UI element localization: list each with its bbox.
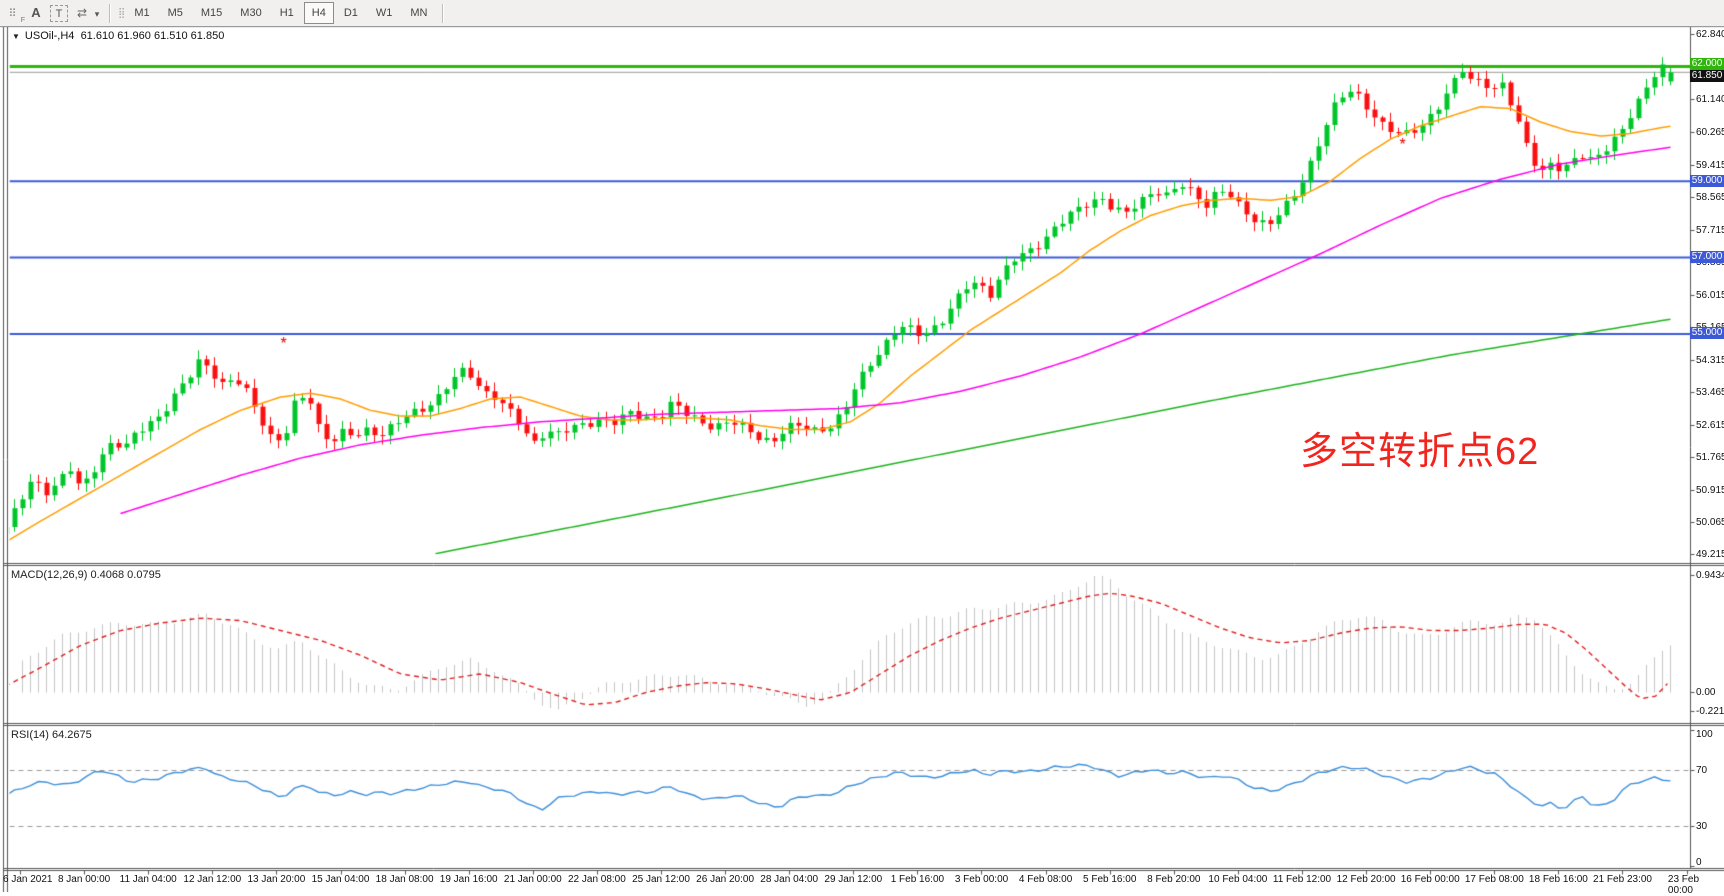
toolbar-drag-handle[interactable]: ⣿ — [118, 7, 125, 19]
level-59-badge: 59.000 — [1690, 174, 1724, 187]
price-tick-label: 61.140 — [1696, 93, 1724, 105]
toolbar-separator — [441, 3, 444, 23]
price-tick-label: 51.765 — [1696, 452, 1724, 464]
level-62-badge: 62.000 — [1690, 58, 1724, 70]
price-tick-label: 50.065 — [1696, 517, 1724, 528]
price-tick-label: 56.015 — [1696, 289, 1724, 301]
indicator-scale-label: 0.00 — [1696, 687, 1716, 698]
time-axis-label: 18 Feb 16:00 — [1528, 874, 1588, 885]
time-axis-label: 4 Feb 08:00 — [1018, 874, 1073, 885]
timeframe-button-m1[interactable]: M1 — [134, 7, 150, 19]
price-tick-label: 49.215 — [1696, 549, 1724, 561]
price-tick-label: 52.615 — [1696, 419, 1724, 431]
time-axis-label: 18 Jan 08:00 — [375, 874, 434, 885]
time-axis-label: 1 Feb 16:00 — [890, 874, 945, 885]
timeframe-button-w1[interactable]: W1 — [375, 7, 393, 19]
level-57-badge: 57.000 — [1690, 251, 1724, 264]
indicator-scale-label: 100 — [1696, 729, 1713, 740]
time-axis-label: 3 Feb 00:00 — [954, 874, 1009, 885]
timeframe-button-m5[interactable]: M5 — [167, 7, 183, 19]
dropdown-caret-icon[interactable]: ▾ — [94, 8, 100, 19]
indicator-scale-label: 70 — [1696, 765, 1708, 776]
time-axis-label: 5 Feb 16:00 — [1083, 874, 1137, 885]
time-axis-label: 23 Feb 00:00 — [1667, 874, 1700, 896]
cycle-arrows-icon[interactable]: ⇄ — [76, 5, 88, 20]
time-axis-label: 17 Feb 08:00 — [1464, 874, 1524, 885]
time-axis-label: 26 Jan 20:00 — [696, 874, 755, 885]
level-55-badge: 55.000 — [1690, 327, 1724, 340]
timeframe-buttons: M1 M5 M15 M30 H1 H4 D1 W1 MN — [125, 2, 436, 24]
timeframe-button-mn[interactable]: MN — [410, 7, 428, 19]
time-axis-label: 15 Jan 04:00 — [311, 874, 370, 885]
time-axis-label: 25 Jan 12:00 — [632, 874, 690, 885]
annotation-text: 多空转折点62 — [1300, 431, 1540, 473]
timeframe-button-d1[interactable]: D1 — [343, 7, 358, 19]
toolbar: ⠿ F A T ⇄ ▾ ⣿ M1 M5 M15 M30 H1 H4 D1 W1 MN — [0, 0, 1724, 27]
timeframe-button-m15[interactable]: M15 — [200, 7, 223, 19]
time-axis-label: 8 Jan 00:00 — [57, 874, 111, 885]
price-tick-label: 50.915 — [1696, 484, 1724, 496]
timeframe-button-h4[interactable]: H4 — [303, 2, 334, 24]
symbol-period: USOil-,H4 — [24, 30, 75, 42]
time-axis-label: 19 Jan 16:00 — [439, 874, 498, 885]
time-axis-label: 21 Jan 00:00 — [503, 874, 562, 885]
toolbar-separator — [109, 3, 111, 23]
price-tick-label: 57.715 — [1696, 224, 1724, 236]
timeframe-button-m30[interactable]: M30 — [240, 7, 262, 19]
time-axis-label: 6 Jan 2021 — [3, 874, 53, 885]
price-tick-label: 54.315 — [1696, 354, 1724, 366]
chart-dropdown-icon[interactable]: ▼ — [12, 32, 20, 41]
rsi-indicator-label: RSI(14) 64.2675 — [11, 729, 92, 741]
time-axis-label: 8 Feb 20:00 — [1147, 874, 1201, 885]
ohlc-values: 61.610 61.960 61.510 61.850 — [80, 30, 225, 42]
price-tick-label: 58.565 — [1696, 192, 1724, 204]
time-axis-label: 12 Feb 20:00 — [1336, 874, 1396, 885]
font-a-icon[interactable]: A — [31, 4, 41, 20]
indicator-scale-label: -0.2213 — [1696, 706, 1724, 717]
toolbar-grip-icon[interactable]: ⠿ F — [8, 7, 25, 25]
time-axis-label: 11 Feb 12:00 — [1272, 874, 1332, 885]
price-tick-label: 53.465 — [1696, 387, 1724, 399]
time-axis-label: 29 Jan 12:00 — [824, 874, 883, 885]
indicator-scale-label: 30 — [1696, 821, 1708, 832]
price-tick-label: 62.840 — [1696, 29, 1724, 40]
price-tick-label: 60.265 — [1696, 127, 1724, 139]
chart-title[interactable]: ▼ USOil-,H4 61.610 61.960 61.510 61.850 — [12, 30, 224, 42]
time-axis-label: 11 Jan 04:00 — [119, 874, 177, 885]
indicator-scale-label: 0 — [1696, 857, 1702, 868]
macd-indicator-label: MACD(12,26,9) 0.4068 0.0795 — [11, 569, 161, 581]
time-axis-label: 21 Feb 23:00 — [1593, 874, 1652, 885]
time-axis-label: 28 Jan 04:00 — [760, 874, 819, 885]
indicator-scale-label: 0.9434 — [1696, 570, 1724, 582]
timeframe-button-h1[interactable]: H1 — [279, 7, 294, 19]
price-tick-label: 59.415 — [1696, 159, 1724, 171]
time-axis-label: 10 Feb 04:00 — [1208, 874, 1268, 885]
grip-sub-label: F — [20, 17, 25, 24]
time-axis-label: 13 Jan 20:00 — [247, 874, 306, 885]
toolbar-icons: ⠿ F A T ⇄ ▾ — [0, 2, 104, 25]
time-axis-label: 16 Feb 00:00 — [1400, 874, 1460, 885]
text-label-icon[interactable]: T — [50, 5, 68, 22]
time-axis-label: 12 Jan 12:00 — [183, 874, 242, 885]
time-axis-label: 22 Jan 08:00 — [567, 874, 626, 885]
last-price-badge: 61.850 — [1690, 70, 1724, 82]
